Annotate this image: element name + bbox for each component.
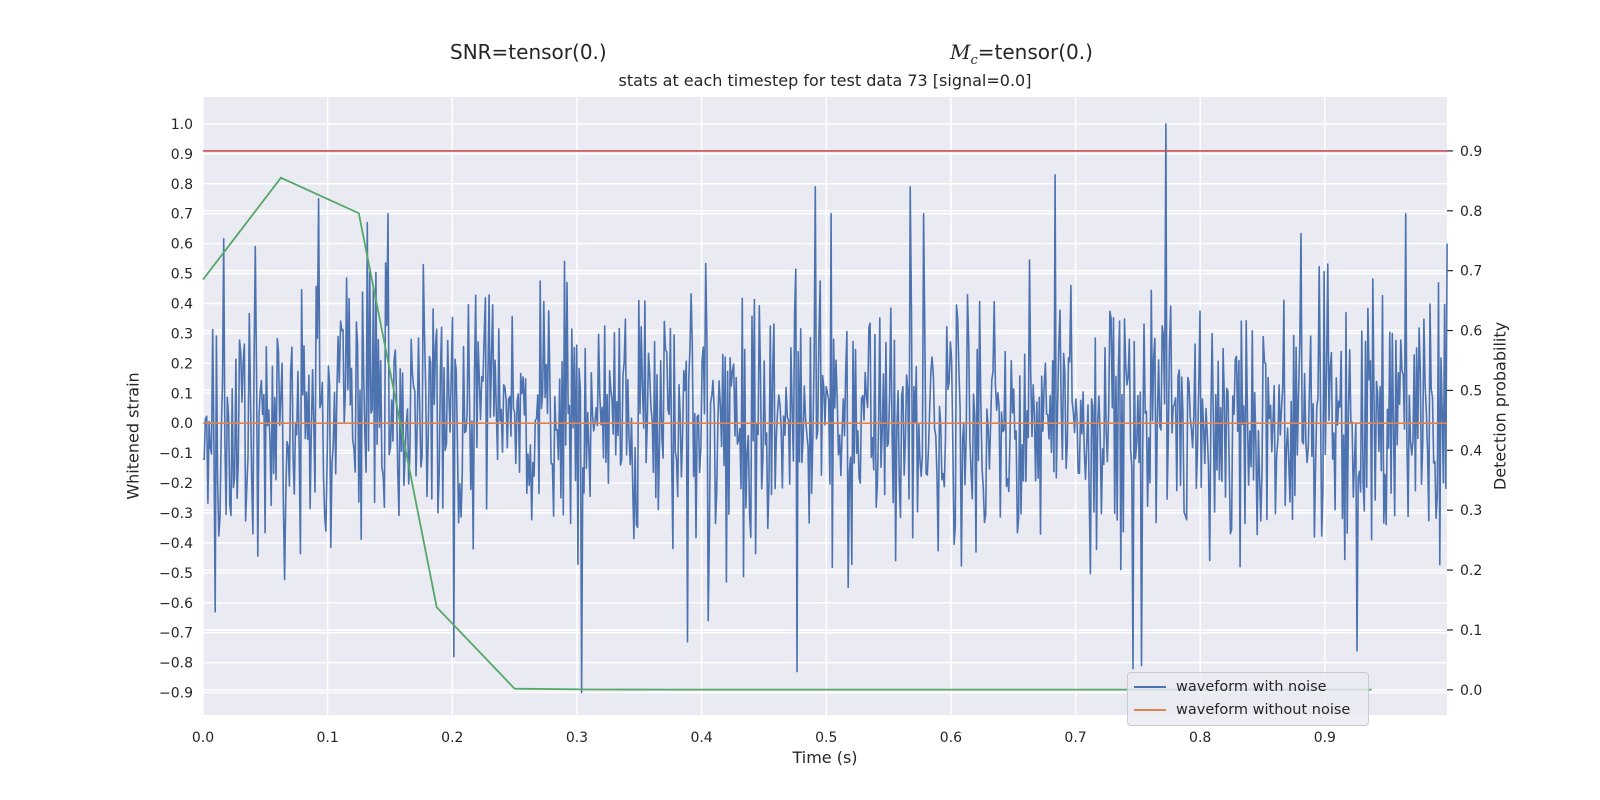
y2-tick-label: 0.5 xyxy=(1460,383,1482,399)
mc-subscript: c xyxy=(970,53,978,68)
y-tick-label: −0.5 xyxy=(159,566,193,582)
y-tick-label: 0.8 xyxy=(171,177,193,193)
y-tick-label: −0.1 xyxy=(159,446,193,462)
x-tick-label: 0.3 xyxy=(566,730,588,746)
y-tick-label: 0.9 xyxy=(171,147,193,163)
legend: waveform with noise waveform without noi… xyxy=(1127,672,1369,726)
y-tick-label: −0.8 xyxy=(159,656,193,672)
y2-tick-label: 0.9 xyxy=(1460,144,1482,160)
legend-item-clean: waveform without noise xyxy=(1128,699,1350,721)
y-tick-label: 0.7 xyxy=(171,207,193,223)
x-tick-label: 0.6 xyxy=(940,730,962,746)
legend-item-noisy: waveform with noise xyxy=(1128,676,1327,698)
x-tick-label: 0.9 xyxy=(1314,730,1336,746)
mc-symbol: M xyxy=(950,40,971,64)
y-tick-label: 0.6 xyxy=(171,237,193,253)
y-axis-label-left: Whitened strain xyxy=(123,372,143,500)
x-tick-label: 0.4 xyxy=(690,730,712,746)
y-tick-label: 0.0 xyxy=(171,416,193,432)
y-tick-label: −0.4 xyxy=(159,536,193,552)
y-tick-label: 0.2 xyxy=(171,356,193,372)
y2-tick-label: 0.0 xyxy=(1460,683,1482,699)
legend-label-clean: waveform without noise xyxy=(1176,702,1351,718)
x-tick-label: 0.2 xyxy=(441,730,463,746)
y-tick-label: −0.2 xyxy=(159,476,193,492)
y2-tick-label: 0.3 xyxy=(1460,503,1482,519)
y2-tick-label: 0.2 xyxy=(1460,563,1482,579)
x-axis-label: Time (s) xyxy=(792,748,858,767)
x-tick-label: 0.0 xyxy=(192,730,214,746)
x-tick-label: 0.5 xyxy=(815,730,837,746)
y2-tick-label: 0.6 xyxy=(1460,324,1482,340)
x-tick-label: 0.7 xyxy=(1064,730,1086,746)
y-tick-label: 0.3 xyxy=(171,326,193,342)
y-tick-label: 0.1 xyxy=(171,386,193,402)
chirp-mass-title: Mc=tensor(0.) xyxy=(950,40,1093,68)
x-tick-label: 0.8 xyxy=(1189,730,1211,746)
y-tick-label: 1.0 xyxy=(171,117,193,133)
y-tick-label: −0.6 xyxy=(159,596,193,612)
legend-swatch-clean xyxy=(1134,709,1166,711)
y-tick-label: −0.9 xyxy=(159,686,193,702)
legend-label-noisy: waveform with noise xyxy=(1176,679,1327,695)
chart-subtitle: stats at each timestep for test data 73 … xyxy=(618,71,1032,90)
x-tick-label: 0.1 xyxy=(317,730,339,746)
series-line-noisy xyxy=(202,123,1448,694)
y-tick-label: −0.7 xyxy=(159,626,193,642)
y2-tick-label: 0.7 xyxy=(1460,264,1482,280)
y-axis-label-right: Detection probability xyxy=(1490,321,1510,491)
legend-swatch-noisy xyxy=(1134,686,1166,688)
y-tick-label: −0.3 xyxy=(159,506,193,522)
y-tick-label: 0.4 xyxy=(171,296,193,312)
y2-tick-label: 0.4 xyxy=(1460,443,1482,459)
y2-tick-label: 0.8 xyxy=(1460,204,1482,220)
mc-value: =tensor(0.) xyxy=(977,40,1093,64)
y-tick-label: 0.5 xyxy=(171,267,193,283)
y2-tick-label: 0.1 xyxy=(1460,623,1482,639)
snr-title: SNR=tensor(0.) xyxy=(450,40,607,64)
